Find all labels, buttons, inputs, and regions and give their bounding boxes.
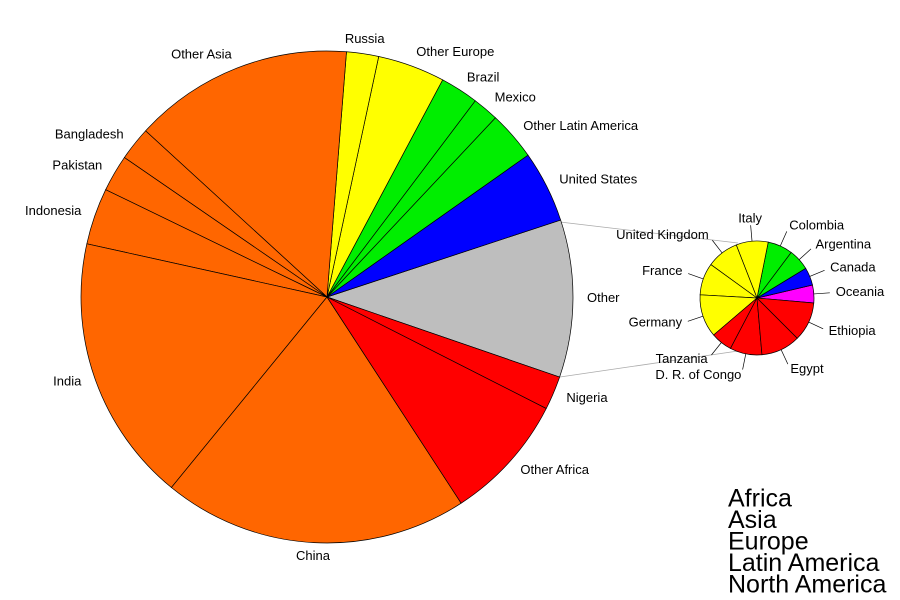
leader-line xyxy=(808,321,824,330)
slice-label: Other Europe xyxy=(416,44,494,59)
pie-slice xyxy=(80,243,328,489)
leader-line xyxy=(742,353,747,370)
slice-label: Russia xyxy=(345,31,386,46)
slice-label: China xyxy=(296,548,331,563)
slice-label: Egypt xyxy=(790,361,824,376)
pie-slice xyxy=(325,296,547,504)
slice-label: Other Africa xyxy=(520,462,589,477)
slice-label: Other xyxy=(587,290,620,305)
slice-label: Other Latin America xyxy=(523,118,639,133)
slice-label: Indonesia xyxy=(25,203,82,218)
slice-label: Nigeria xyxy=(566,390,608,405)
slice-label: D. R. of Congo xyxy=(655,367,741,382)
connector xyxy=(559,221,739,244)
slice-label: Mexico xyxy=(495,90,536,105)
leader-line xyxy=(798,248,812,260)
pie-slice xyxy=(326,296,561,409)
leader-line xyxy=(779,231,788,247)
slice-label: Brazil xyxy=(467,69,500,84)
slice-label: India xyxy=(53,374,82,389)
connector xyxy=(559,350,739,378)
pie-slice xyxy=(756,297,815,339)
slice-label: Germany xyxy=(629,315,683,330)
slice-label: Argentina xyxy=(815,236,871,251)
pie-slice xyxy=(325,219,574,378)
slice-label: Pakistan xyxy=(52,158,102,173)
leader-line xyxy=(809,270,825,277)
slice-label: Oceania xyxy=(836,284,885,299)
slice-label: Other Asia xyxy=(171,46,232,61)
pie-slice xyxy=(170,296,462,544)
leader-line xyxy=(712,240,723,254)
slice-label: Colombia xyxy=(789,217,845,232)
slice-label: Bangladesh xyxy=(55,127,124,142)
leader-line xyxy=(687,315,704,322)
leader-line xyxy=(688,273,704,280)
legend-label: Latin America xyxy=(728,549,880,577)
pie-slice xyxy=(145,50,347,298)
slice-label: United States xyxy=(559,172,638,187)
slice-label: United Kingdom xyxy=(616,227,709,242)
leader-line xyxy=(711,342,722,356)
leader-line xyxy=(750,225,753,242)
leader-line xyxy=(813,292,830,295)
slice-label: France xyxy=(642,263,682,278)
legend-label: North America xyxy=(728,571,886,599)
legend-label: Africa xyxy=(728,485,792,513)
legend-label: Europe xyxy=(728,528,809,556)
leader-line xyxy=(780,349,789,365)
slice-label: Ethiopia xyxy=(829,323,877,338)
slice-label: Italy xyxy=(738,211,762,226)
slice-label: Tanzania xyxy=(656,351,709,366)
slice-label: Canada xyxy=(830,259,876,274)
legend-label: Asia xyxy=(728,506,777,534)
